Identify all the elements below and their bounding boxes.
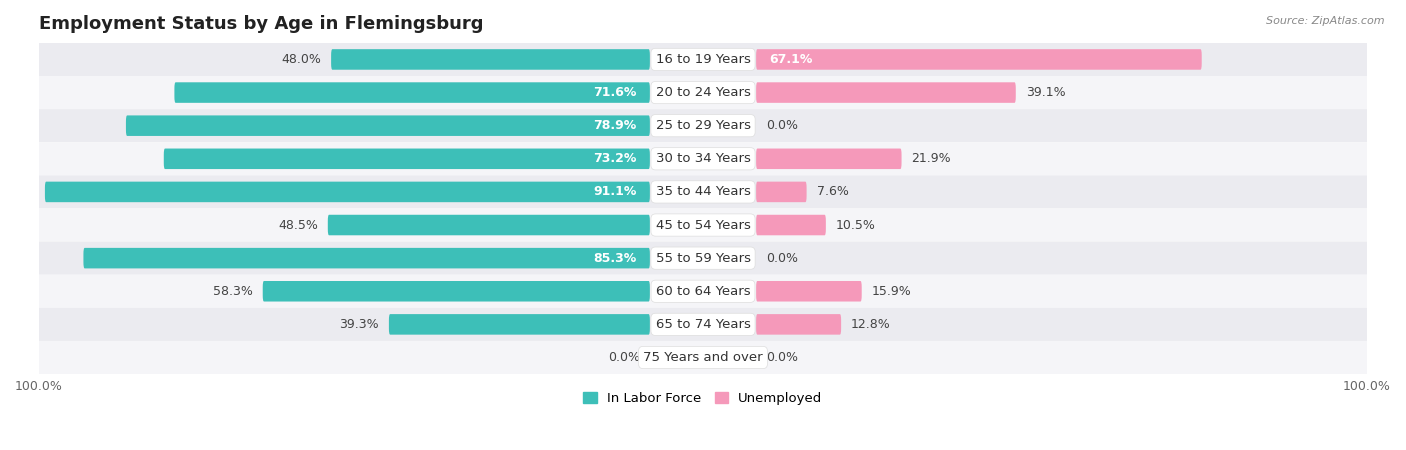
FancyBboxPatch shape (39, 43, 1367, 76)
Text: 0.0%: 0.0% (766, 351, 799, 364)
FancyBboxPatch shape (39, 109, 1367, 142)
Text: 48.5%: 48.5% (278, 219, 318, 232)
Text: 39.1%: 39.1% (1026, 86, 1066, 99)
FancyBboxPatch shape (756, 215, 825, 235)
Text: 73.2%: 73.2% (593, 152, 637, 165)
FancyBboxPatch shape (39, 176, 1367, 208)
FancyBboxPatch shape (174, 82, 650, 103)
FancyBboxPatch shape (756, 82, 1015, 103)
FancyBboxPatch shape (163, 148, 650, 169)
Text: Employment Status by Age in Flemingsburg: Employment Status by Age in Flemingsburg (39, 15, 484, 33)
Text: 7.6%: 7.6% (817, 185, 848, 198)
FancyBboxPatch shape (127, 115, 650, 136)
FancyBboxPatch shape (389, 314, 650, 335)
Text: 0.0%: 0.0% (766, 252, 799, 265)
Text: 55 to 59 Years: 55 to 59 Years (655, 252, 751, 265)
Text: 25 to 29 Years: 25 to 29 Years (655, 119, 751, 132)
FancyBboxPatch shape (39, 76, 1367, 109)
Text: 91.1%: 91.1% (593, 185, 637, 198)
Text: 15.9%: 15.9% (872, 285, 911, 298)
FancyBboxPatch shape (328, 215, 650, 235)
Text: 10.5%: 10.5% (835, 219, 876, 232)
FancyBboxPatch shape (756, 182, 807, 202)
Text: 21.9%: 21.9% (911, 152, 950, 165)
Text: 12.8%: 12.8% (851, 318, 891, 331)
FancyBboxPatch shape (39, 341, 1367, 374)
Text: 65 to 74 Years: 65 to 74 Years (655, 318, 751, 331)
Legend: In Labor Force, Unemployed: In Labor Force, Unemployed (578, 387, 828, 410)
FancyBboxPatch shape (756, 281, 862, 302)
FancyBboxPatch shape (39, 274, 1367, 308)
Text: 35 to 44 Years: 35 to 44 Years (655, 185, 751, 198)
Text: 75 Years and over: 75 Years and over (643, 351, 763, 364)
Text: 71.6%: 71.6% (593, 86, 637, 99)
FancyBboxPatch shape (263, 281, 650, 302)
Text: 85.3%: 85.3% (593, 252, 637, 265)
FancyBboxPatch shape (39, 308, 1367, 341)
Text: 30 to 34 Years: 30 to 34 Years (655, 152, 751, 165)
Text: 58.3%: 58.3% (212, 285, 253, 298)
FancyBboxPatch shape (756, 314, 841, 335)
Text: 39.3%: 39.3% (339, 318, 380, 331)
Text: 0.0%: 0.0% (766, 119, 799, 132)
Text: 60 to 64 Years: 60 to 64 Years (655, 285, 751, 298)
FancyBboxPatch shape (332, 49, 650, 70)
Text: 67.1%: 67.1% (769, 53, 813, 66)
FancyBboxPatch shape (39, 142, 1367, 176)
Text: 48.0%: 48.0% (281, 53, 321, 66)
FancyBboxPatch shape (756, 49, 1202, 70)
FancyBboxPatch shape (39, 242, 1367, 274)
Text: 0.0%: 0.0% (607, 351, 640, 364)
Text: Source: ZipAtlas.com: Source: ZipAtlas.com (1267, 16, 1385, 26)
Text: 16 to 19 Years: 16 to 19 Years (655, 53, 751, 66)
FancyBboxPatch shape (45, 182, 650, 202)
FancyBboxPatch shape (83, 248, 650, 268)
FancyBboxPatch shape (756, 148, 901, 169)
FancyBboxPatch shape (39, 208, 1367, 242)
Text: 78.9%: 78.9% (593, 119, 637, 132)
Text: 45 to 54 Years: 45 to 54 Years (655, 219, 751, 232)
Text: 20 to 24 Years: 20 to 24 Years (655, 86, 751, 99)
